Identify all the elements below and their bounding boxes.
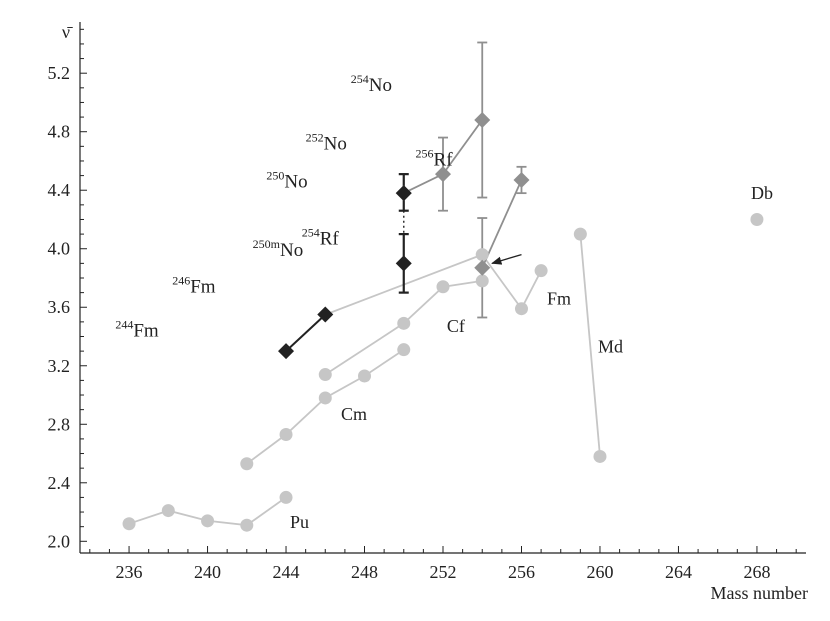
y-tick-label: 2.4	[48, 473, 71, 493]
point-diamond	[474, 112, 491, 129]
point-circle	[240, 518, 254, 532]
x-tick-label: 264	[665, 562, 692, 582]
element-symbol: Rf	[320, 228, 340, 249]
y-tick-label: 3.6	[48, 297, 71, 317]
point-diamond	[317, 306, 334, 323]
series-label: Cm	[341, 404, 367, 424]
mass-number: 250m	[253, 237, 281, 251]
nuclide-label: 256Rf	[416, 146, 454, 170]
error-bars	[398, 41, 527, 319]
y-axis-label: ν̄	[62, 22, 73, 42]
point-circle	[514, 302, 528, 316]
mass-number: 252	[306, 130, 324, 144]
nuclide-label: 250No	[266, 168, 307, 192]
point-circle	[358, 369, 372, 383]
point-diamond	[435, 166, 451, 183]
x-tick-label: 240	[194, 562, 221, 582]
y-tick-label: 4.4	[48, 180, 71, 200]
point-circle	[593, 449, 607, 463]
point-diamond	[474, 259, 491, 276]
point-diamond	[278, 343, 295, 360]
mass-number: 250	[266, 168, 284, 182]
series-line	[579, 234, 601, 457]
point-diamond	[395, 185, 412, 202]
x-tick-label: 256	[508, 562, 535, 582]
point-diamond	[513, 171, 530, 188]
element-symbol: Rf	[434, 149, 454, 170]
point-circle	[534, 264, 548, 278]
element-symbol: No	[324, 133, 347, 154]
point-circle	[122, 517, 136, 531]
point-circle	[475, 248, 489, 262]
nuclide-label: 246Fm	[172, 274, 216, 298]
data-points	[122, 112, 764, 532]
element-symbol: Fm	[190, 277, 216, 298]
series-label: Cf	[447, 316, 465, 336]
point-circle	[279, 490, 293, 504]
element-symbol: No	[369, 75, 392, 96]
point-circle	[201, 514, 215, 528]
y-tick-label: 2.8	[48, 414, 71, 434]
point-circle	[397, 316, 411, 330]
element-symbol: No	[284, 171, 307, 192]
nuclide-label: 254Rf	[302, 225, 340, 249]
point-circle	[573, 227, 587, 241]
series-label: Pu	[290, 512, 309, 532]
series-label: Db	[751, 183, 773, 203]
series-label: Md	[598, 337, 623, 357]
element-symbol: No	[280, 240, 303, 261]
mass-number: 254	[351, 72, 369, 86]
axes: 236 240 244 248 252 256 260 264 268 2.0 2.4 2.8 3.2 3…	[48, 22, 809, 603]
point-circle	[397, 343, 411, 357]
y-tick-label: 3.2	[48, 356, 71, 376]
nuclide-label: 250mNo	[253, 237, 304, 261]
x-tick-label: 252	[430, 562, 457, 582]
x-tick-label: 236	[116, 562, 143, 582]
point-circle	[750, 212, 764, 226]
series-line	[324, 280, 483, 376]
point-circle	[436, 280, 450, 294]
point-circle	[240, 457, 254, 471]
x-tick-label: 244	[273, 562, 300, 582]
series-line	[481, 179, 523, 269]
y-tick-label: 5.2	[48, 63, 71, 83]
y-tick-label: 2.0	[48, 531, 71, 551]
series-lines	[128, 119, 601, 527]
x-tick-label: 248	[351, 562, 378, 582]
series-line	[481, 254, 542, 311]
point-circle	[318, 391, 332, 405]
x-tick-label: 260	[586, 562, 613, 582]
y-tick-label: 4.8	[48, 122, 71, 142]
nuclide-label: 252No	[306, 130, 347, 154]
point-circle	[475, 274, 489, 288]
point-circle	[279, 428, 293, 442]
x-tick-label: 268	[743, 562, 770, 582]
annotation-arrow	[491, 253, 522, 265]
series-label: Fm	[547, 288, 571, 308]
mass-number: 254	[302, 225, 320, 239]
annotations: PuCmCfFmMdDb254No252No250No250mNo246Fm24…	[115, 72, 773, 532]
point-circle	[161, 504, 175, 518]
series-line	[246, 348, 405, 465]
y-tick-label: 4.0	[48, 239, 71, 259]
mass-number: 256	[416, 146, 434, 160]
point-diamond	[395, 255, 412, 272]
element-symbol: Fm	[133, 321, 159, 342]
x-axis-label: Mass number	[711, 583, 809, 603]
nuclide-label: 244Fm	[115, 318, 159, 342]
mass-number: 246	[172, 274, 190, 288]
series-line	[285, 313, 326, 352]
mass-number: 244	[115, 318, 133, 332]
point-circle	[318, 368, 332, 382]
nuclide-label: 254No	[351, 72, 392, 96]
